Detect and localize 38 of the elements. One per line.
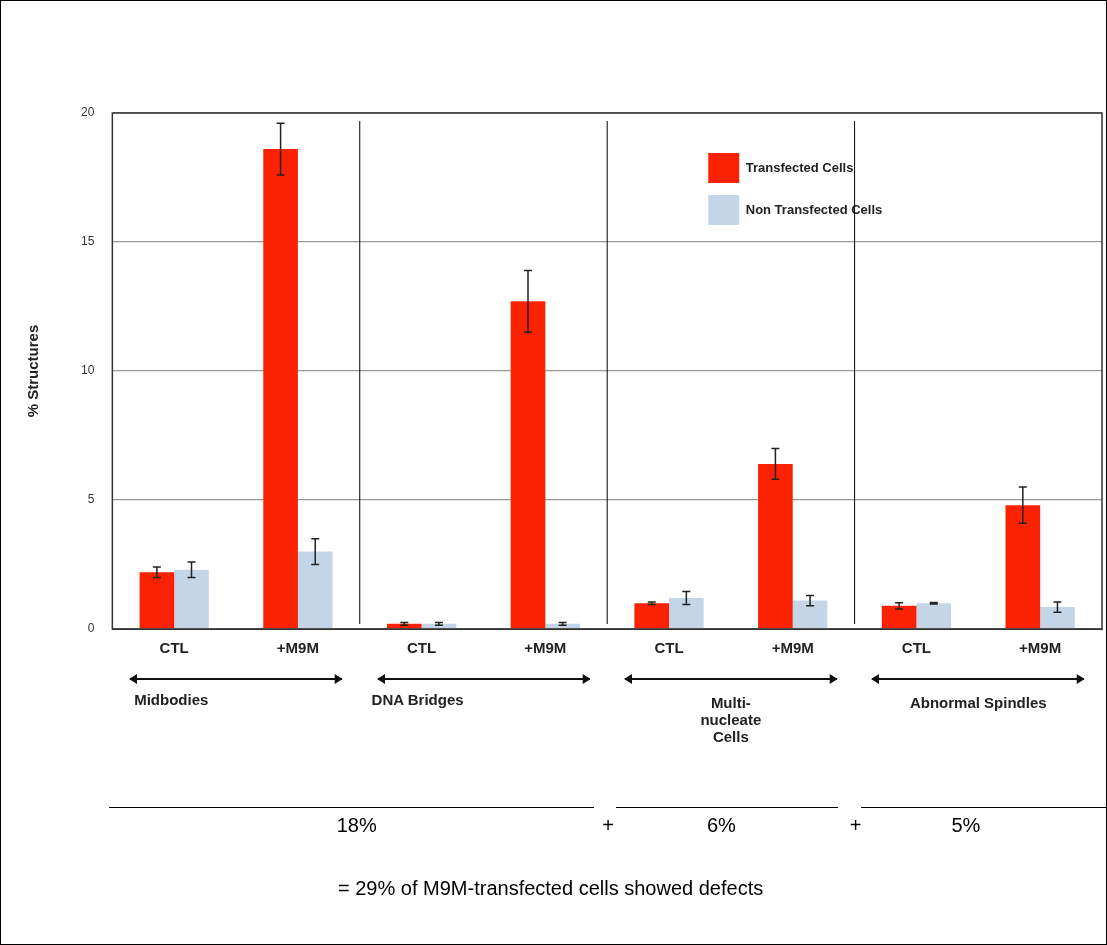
x-tick-label: CTL — [159, 639, 189, 657]
text: = 29% of M9M-transfected cells showed defects — [338, 877, 764, 900]
bar — [758, 463, 793, 629]
y-tick-label: 10 — [80, 363, 95, 378]
text: Midbodies — [134, 691, 210, 708]
y-axis-title: % Structures — [24, 324, 42, 418]
bar — [297, 551, 333, 629]
bar — [174, 569, 209, 629]
y-tick-label: 5 — [87, 492, 95, 507]
text: 6% — [706, 814, 736, 837]
y-tick-label: 15 — [80, 234, 95, 249]
text: DNA Bridges — [371, 691, 465, 708]
bar — [510, 301, 546, 629]
bar — [792, 600, 828, 629]
bar — [1005, 505, 1041, 629]
text: Abnormal Spindles — [908, 694, 1048, 711]
text: Multi-nucleate Cells — [699, 694, 763, 745]
x-tick-label: +M9M — [276, 639, 319, 657]
bar — [263, 149, 298, 629]
x-tick-label: +M9M — [771, 639, 814, 657]
bar — [1040, 607, 1075, 629]
bar — [881, 605, 917, 629]
x-tick-label: +M9M — [524, 639, 567, 657]
bar — [916, 603, 952, 629]
bar — [634, 603, 670, 629]
bar — [139, 572, 175, 629]
y-tick-label: 0 — [87, 621, 95, 636]
text: + — [602, 814, 614, 837]
x-tick-label: CTL — [654, 639, 684, 657]
legend-label: Transfected Cells — [745, 159, 854, 175]
x-tick-label: +M9M — [1019, 639, 1062, 657]
text: 18% — [336, 814, 377, 837]
y-tick-label: 20 — [80, 105, 95, 120]
text: + — [849, 814, 862, 837]
text: 5% — [951, 814, 981, 837]
bar — [669, 598, 704, 629]
x-tick-label: CTL — [407, 639, 437, 657]
x-tick-label: CTL — [901, 639, 932, 657]
